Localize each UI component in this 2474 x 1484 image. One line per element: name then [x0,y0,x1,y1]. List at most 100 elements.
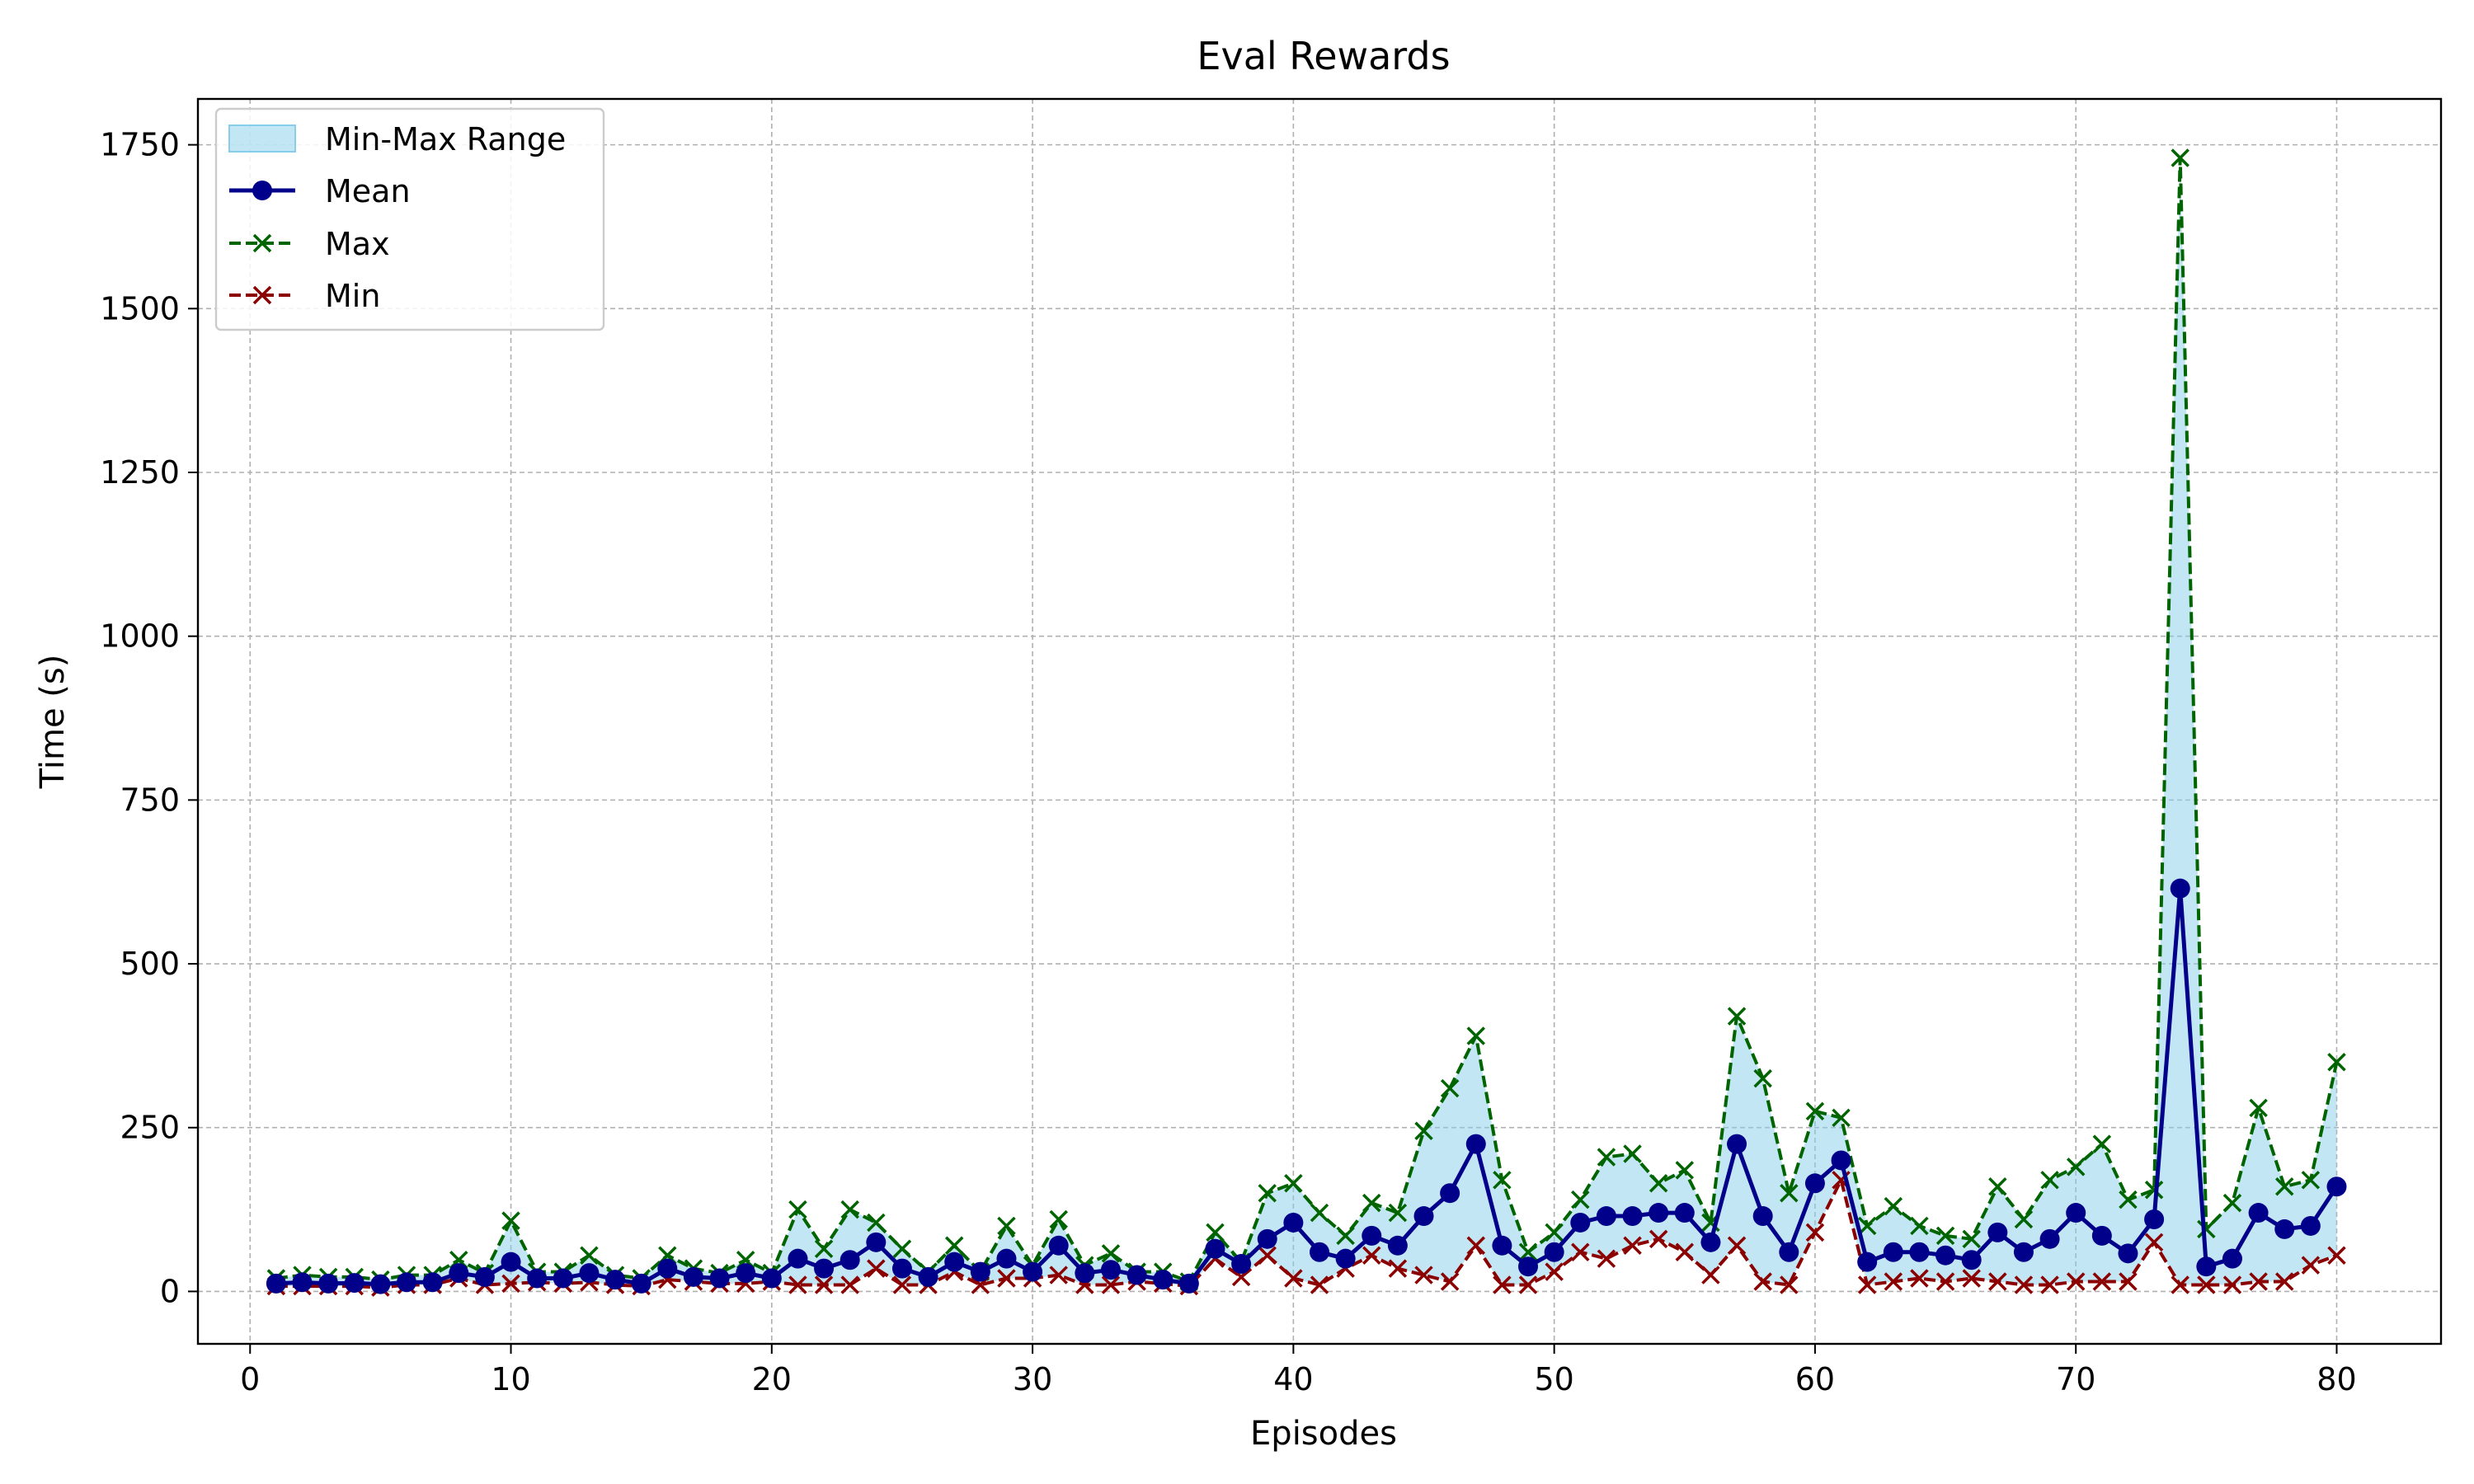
data-point-mean [2300,1215,2321,1236]
data-point-min [1049,1266,1068,1284]
data-point-max [2092,1134,2112,1153]
data-point-min [1440,1272,1460,1291]
legend-label-max: Max [325,226,390,262]
data-point-min [2274,1272,2294,1291]
data-point-mean [1909,1242,1930,1262]
data-point-mean [422,1272,443,1293]
data-point-mean [866,1232,887,1252]
data-point-mean [1023,1261,1043,1282]
legend-marker-min [252,285,272,305]
data-point-min [2301,1256,2321,1275]
data-point-min [1545,1262,1564,1281]
data-point-mean [527,1268,548,1289]
plot-frame [196,97,2443,1345]
y-tick-label: 1750 [100,127,180,163]
data-point-mean [1727,1134,1747,1154]
data-point-min [788,1275,807,1294]
legend-swatch-range [228,124,296,153]
x-tick-label: 40 [1273,1361,1313,1397]
data-point-max [840,1200,859,1219]
data-point-min [1910,1269,1929,1288]
data-point-min [840,1275,859,1294]
x-tick-label: 30 [1013,1361,1052,1397]
data-point-min [1701,1266,1720,1284]
data-point-mean [840,1250,860,1270]
data-point-min [1935,1272,1955,1291]
data-point-max [1832,1108,1851,1128]
y-tick-label: 1500 [100,290,180,326]
data-point-mean [1883,1242,1903,1262]
data-point-min [2040,1275,2059,1294]
data-point-mean [553,1268,573,1289]
data-point-max [1571,1190,1590,1209]
data-point-max [2119,1190,2138,1209]
data-point-max [2249,1098,2268,1118]
data-point-mean [292,1272,313,1293]
data-point-mean [318,1273,339,1294]
data-point-min [2144,1233,2164,1252]
data-point-max [2197,1219,2216,1239]
data-point-mean [1075,1263,1095,1284]
data-point-mean [918,1266,938,1287]
data-point-min [2249,1272,2268,1291]
data-point-min [2222,1275,2242,1294]
data-point-min [1284,1269,1303,1288]
data-point-max [1466,1026,1486,1045]
data-point-min [997,1269,1016,1288]
data-point-mean [1544,1242,1564,1262]
data-point-mean [1413,1206,1434,1227]
data-point-max [1258,1183,1277,1203]
data-point-max [814,1239,834,1258]
data-point-max [892,1239,912,1258]
data-point-mean [1649,1203,1669,1223]
data-point-mean [1674,1203,1695,1223]
x-tick-label: 0 [240,1361,260,1397]
data-point-mean [1440,1183,1460,1204]
y-axis-title: Time (s) [34,655,72,790]
data-point-mean [1126,1265,1147,1285]
data-point-mean [2326,1176,2347,1197]
data-point-max [1310,1203,1329,1223]
data-point-mean [501,1252,521,1272]
data-point-mean [1362,1225,1382,1246]
data-point-max [2040,1171,2059,1190]
data-point-mean [2248,1203,2269,1223]
data-point-mean [2274,1219,2295,1239]
legend-entry-min: Min [229,278,380,314]
data-point-min [1518,1275,1538,1294]
data-point-mean [683,1266,703,1287]
data-point-mean [2144,1209,2165,1229]
data-point-mean [1283,1212,1304,1233]
data-point-max [1518,1242,1538,1261]
data-point-mean [1570,1212,1591,1233]
data-point-mean [1779,1242,1799,1262]
data-point-mean [579,1263,600,1284]
legend: Min-Max Range Mean Max Min [214,107,605,331]
data-point-max [1545,1223,1564,1242]
data-point-mean [2066,1203,2086,1223]
data-point-min [1780,1275,1799,1294]
legend-label-mean: Mean [325,173,411,209]
data-point-max [1753,1068,1772,1088]
data-point-min [1753,1272,1772,1291]
y-tick-label: 1250 [100,454,180,491]
data-point-max [1857,1216,1877,1236]
data-point-mean [1387,1235,1408,1256]
data-point-min [1310,1275,1329,1294]
data-point-mean [344,1273,365,1294]
legend-box [214,107,605,331]
data-point-mean [1048,1235,1069,1256]
data-point-max [1101,1244,1121,1263]
data-point-mean [788,1248,808,1269]
data-point-mean [1205,1238,1225,1259]
x-tick-label: 70 [2056,1361,2095,1397]
x-axis: 0 10 20 30 40 50 60 70 80 [240,1344,2357,1397]
data-point-mean [657,1258,678,1279]
data-point-min [1623,1236,1642,1256]
legend-entry-mean: Mean [229,173,411,209]
data-point-mean [709,1268,730,1289]
data-point-min [2119,1272,2138,1291]
data-point-max [867,1213,886,1233]
data-point-mean [1752,1206,1773,1227]
data-point-mean [1492,1235,1512,1256]
